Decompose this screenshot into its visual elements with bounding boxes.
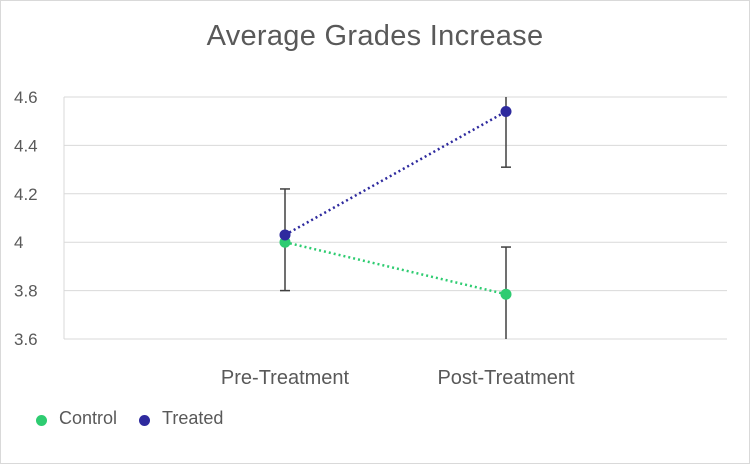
y-tick-label: 4.6 [14, 88, 38, 107]
y-tick-label: 4.2 [14, 185, 38, 204]
series-line-control [284, 240, 507, 296]
legend-marker [36, 415, 47, 426]
data-point-treated [500, 106, 512, 118]
y-tick-label: 3.8 [14, 282, 38, 301]
legend-label: Control [59, 408, 118, 428]
data-point-control [500, 288, 512, 300]
x-category-label: Pre-Treatment [221, 367, 350, 389]
y-tick-label: 3.6 [14, 330, 38, 349]
data-point-treated [279, 229, 291, 241]
legend-item-treated: Treated [139, 408, 223, 429]
y-tick-label: 4 [14, 233, 23, 252]
legend: Control Treated [36, 408, 245, 429]
legend-label: Treated [162, 408, 224, 428]
series-line-treated [284, 110, 507, 237]
x-category-label: Post-Treatment [437, 367, 575, 389]
legend-item-control: Control [36, 408, 117, 429]
legend-marker [139, 415, 151, 426]
y-tick-label: 4.4 [14, 136, 38, 155]
chart-title: Average Grades Increase [206, 20, 544, 52]
